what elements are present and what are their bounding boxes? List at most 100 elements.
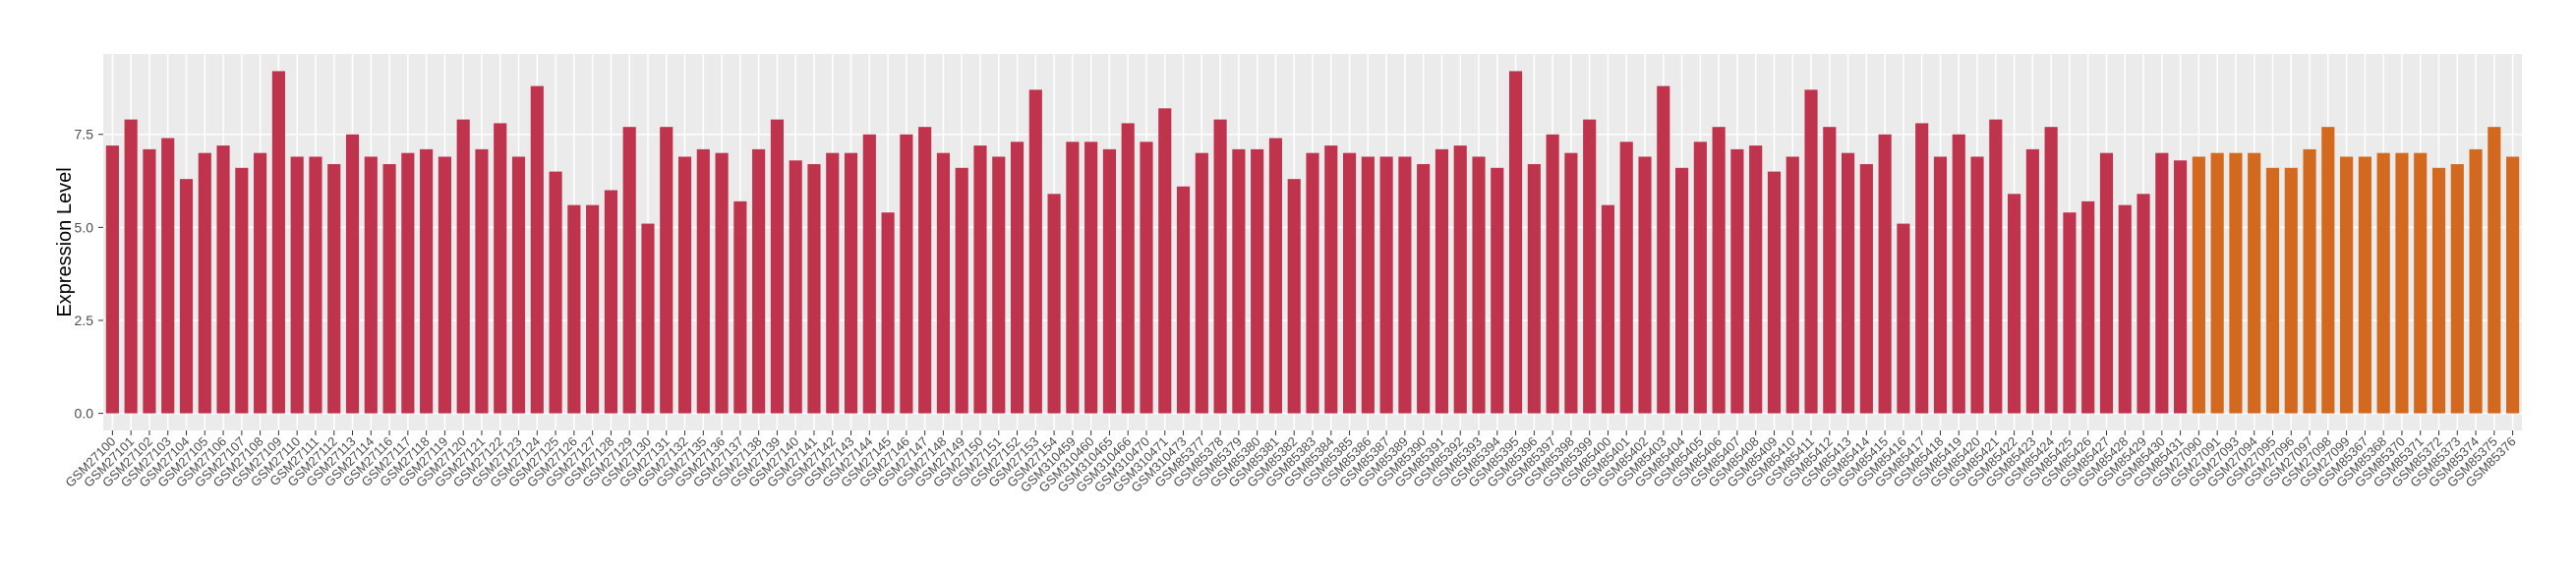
bar bbox=[2118, 204, 2132, 414]
bar bbox=[2155, 152, 2169, 414]
bar bbox=[770, 119, 784, 414]
bar bbox=[2137, 194, 2150, 414]
bar bbox=[826, 152, 840, 414]
bar bbox=[456, 119, 470, 414]
bar bbox=[752, 148, 766, 414]
bar bbox=[143, 148, 156, 414]
bar bbox=[2284, 167, 2298, 414]
bar bbox=[327, 164, 341, 414]
bar bbox=[345, 134, 360, 414]
bar bbox=[1140, 142, 1153, 414]
bar bbox=[1933, 156, 1948, 414]
bar bbox=[1010, 142, 1025, 414]
bar bbox=[1564, 152, 1578, 414]
bar bbox=[549, 171, 562, 414]
bar bbox=[1232, 148, 1246, 414]
bar bbox=[438, 156, 451, 414]
bar bbox=[1527, 164, 1541, 414]
bar bbox=[1989, 119, 2003, 414]
bar bbox=[2174, 160, 2188, 414]
bar bbox=[2192, 156, 2205, 414]
bar bbox=[1324, 145, 1338, 414]
bar bbox=[2395, 152, 2409, 414]
bar bbox=[2099, 152, 2114, 414]
bar bbox=[254, 152, 267, 414]
bar bbox=[401, 152, 415, 414]
bar bbox=[1712, 127, 1726, 414]
bar bbox=[124, 119, 138, 414]
bar bbox=[2469, 148, 2483, 414]
bar bbox=[179, 179, 194, 414]
bar bbox=[1601, 204, 1615, 414]
bar bbox=[1342, 152, 1357, 414]
bar bbox=[2431, 167, 2446, 414]
bar bbox=[936, 152, 950, 414]
bar bbox=[198, 152, 211, 414]
bar bbox=[2488, 127, 2501, 414]
bar bbox=[235, 167, 249, 414]
bar bbox=[789, 160, 802, 414]
bar bbox=[2506, 156, 2520, 414]
bar bbox=[1897, 223, 1910, 414]
bar bbox=[1970, 156, 1984, 414]
bar bbox=[2321, 127, 2335, 414]
bar bbox=[1417, 164, 1431, 414]
bar bbox=[973, 145, 987, 414]
bar bbox=[622, 127, 636, 414]
bar bbox=[1638, 156, 1652, 414]
bar bbox=[1878, 134, 1892, 414]
bar bbox=[2303, 148, 2316, 414]
bar bbox=[1453, 145, 1467, 414]
bar bbox=[844, 152, 858, 414]
bar bbox=[586, 204, 600, 414]
bar bbox=[1121, 123, 1135, 414]
bar bbox=[1158, 108, 1172, 414]
bar bbox=[992, 156, 1006, 414]
bar bbox=[1047, 194, 1061, 414]
bar bbox=[1619, 142, 1633, 414]
bar bbox=[1398, 156, 1412, 414]
bar bbox=[382, 164, 396, 414]
bar bbox=[420, 148, 434, 414]
bar bbox=[881, 212, 895, 414]
y-tick-label: 7.5 bbox=[75, 127, 94, 142]
bar bbox=[1472, 156, 1486, 414]
bar bbox=[2358, 156, 2371, 414]
bar bbox=[1379, 156, 1393, 414]
bar bbox=[1028, 89, 1042, 414]
bar bbox=[494, 123, 507, 414]
bar bbox=[1287, 179, 1301, 414]
bar bbox=[1767, 171, 1782, 414]
bar bbox=[918, 127, 932, 414]
y-tick-label: 0.0 bbox=[75, 406, 94, 422]
bar bbox=[807, 164, 821, 414]
y-tick-label: 2.5 bbox=[75, 313, 94, 328]
bar bbox=[1306, 152, 1319, 414]
bar bbox=[641, 223, 655, 414]
bar bbox=[2044, 127, 2058, 414]
bar bbox=[2414, 152, 2428, 414]
bar bbox=[1251, 148, 1264, 414]
bar bbox=[715, 152, 729, 414]
bar bbox=[1730, 148, 1744, 414]
bar bbox=[660, 127, 673, 414]
bar bbox=[1859, 164, 1873, 414]
bar bbox=[364, 156, 378, 414]
bar bbox=[1102, 148, 1117, 414]
bar bbox=[1546, 134, 1559, 414]
bar bbox=[604, 190, 617, 414]
bar bbox=[1842, 152, 1855, 414]
bar bbox=[1675, 167, 1689, 414]
bar bbox=[511, 156, 526, 414]
bar bbox=[2248, 152, 2261, 414]
bar bbox=[1361, 156, 1375, 414]
bar bbox=[2210, 152, 2224, 414]
bar bbox=[105, 145, 119, 414]
bar bbox=[1786, 156, 1799, 414]
bar bbox=[1066, 142, 1080, 414]
bar bbox=[1915, 123, 1929, 414]
bar bbox=[1583, 119, 1597, 414]
bar bbox=[216, 145, 230, 414]
bar bbox=[733, 200, 747, 414]
